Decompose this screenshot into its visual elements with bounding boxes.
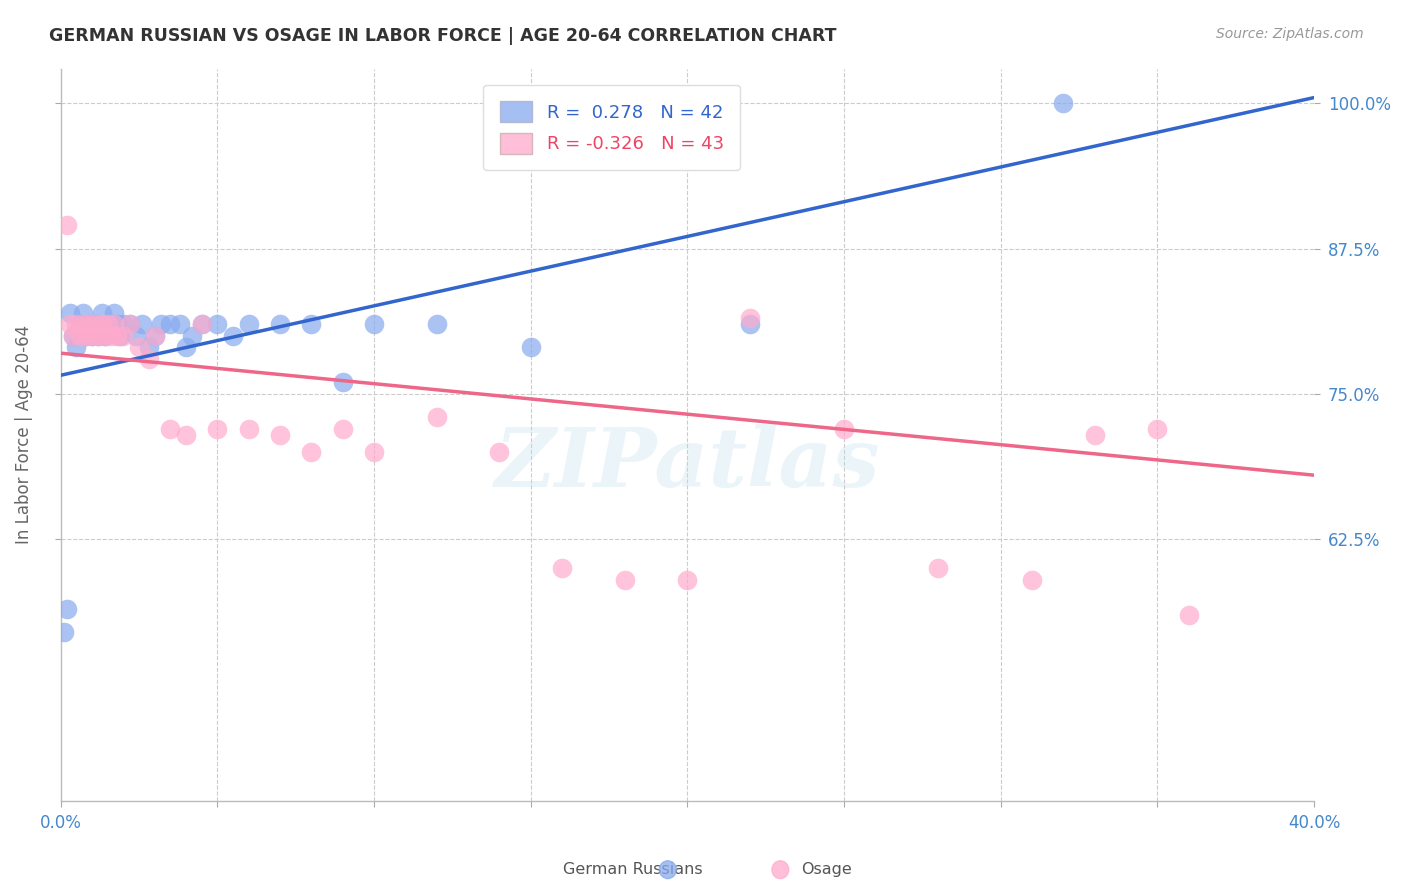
Point — [269, 317, 291, 331]
Point — [82, 328, 104, 343]
Point — [100, 317, 122, 331]
Point — [740, 317, 762, 331]
Point — [488, 445, 510, 459]
Point — [169, 317, 191, 331]
Point — [84, 317, 107, 331]
Point — [332, 422, 354, 436]
Point — [118, 317, 141, 331]
Text: Source: ZipAtlas.com: Source: ZipAtlas.com — [1216, 27, 1364, 41]
Point — [87, 328, 110, 343]
Point — [269, 427, 291, 442]
Point — [426, 317, 449, 331]
Point — [65, 340, 87, 354]
Y-axis label: In Labor Force | Age 20-64: In Labor Force | Age 20-64 — [15, 325, 32, 544]
Point — [138, 351, 160, 366]
Point — [363, 317, 385, 331]
Point — [125, 328, 148, 343]
Point — [301, 445, 323, 459]
Point — [90, 305, 112, 319]
Point — [832, 422, 855, 436]
Point — [59, 317, 82, 331]
Point — [1178, 607, 1201, 622]
Point — [97, 317, 120, 331]
Point — [75, 328, 97, 343]
Point — [56, 602, 79, 616]
Point — [84, 317, 107, 331]
Point — [103, 317, 125, 331]
Point — [740, 311, 762, 326]
Point — [1021, 573, 1043, 587]
Point — [100, 328, 122, 343]
Point — [1052, 96, 1074, 111]
Point — [62, 328, 84, 343]
Point — [105, 328, 128, 343]
Legend: R =  0.278   N = 42, R = -0.326   N = 43: R = 0.278 N = 42, R = -0.326 N = 43 — [484, 85, 740, 169]
Point — [131, 317, 153, 331]
Point — [927, 561, 949, 575]
Point — [520, 340, 543, 354]
Point — [426, 410, 449, 425]
Point — [52, 625, 75, 640]
Point — [174, 340, 197, 354]
Point — [110, 328, 132, 343]
Point — [150, 317, 173, 331]
Point — [103, 305, 125, 319]
Point — [82, 328, 104, 343]
Point — [72, 305, 94, 319]
Point — [87, 328, 110, 343]
Point — [191, 317, 214, 331]
Point — [69, 328, 91, 343]
Point — [56, 219, 79, 233]
Point — [238, 422, 260, 436]
Point — [181, 328, 204, 343]
Point — [69, 317, 91, 331]
Point — [207, 422, 229, 436]
Point — [90, 317, 112, 331]
Point — [238, 317, 260, 331]
Point — [207, 317, 229, 331]
Point — [105, 317, 128, 331]
Point — [301, 317, 323, 331]
Point — [143, 328, 166, 343]
Point — [128, 340, 150, 354]
Point — [159, 317, 181, 331]
Text: German Russians: German Russians — [564, 863, 703, 877]
Point — [551, 561, 574, 575]
Point — [93, 328, 115, 343]
Point — [174, 427, 197, 442]
Point — [93, 328, 115, 343]
Point — [72, 317, 94, 331]
Point — [363, 445, 385, 459]
Point — [97, 317, 120, 331]
Point — [613, 573, 636, 587]
Point — [1146, 422, 1168, 436]
Point — [77, 317, 100, 331]
Point — [65, 317, 87, 331]
Point — [59, 305, 82, 319]
Text: Osage: Osage — [801, 863, 852, 877]
Point — [118, 317, 141, 331]
Text: GERMAN RUSSIAN VS OSAGE IN LABOR FORCE | AGE 20-64 CORRELATION CHART: GERMAN RUSSIAN VS OSAGE IN LABOR FORCE |… — [49, 27, 837, 45]
Point — [75, 328, 97, 343]
Point — [138, 340, 160, 354]
Point — [332, 376, 354, 390]
Point — [676, 573, 699, 587]
Point — [222, 328, 245, 343]
Point — [112, 328, 135, 343]
Point — [112, 317, 135, 331]
Point — [1084, 427, 1107, 442]
Point — [77, 317, 100, 331]
Point — [143, 328, 166, 343]
Text: ZIPatlas: ZIPatlas — [495, 424, 880, 504]
Point — [62, 328, 84, 343]
Point — [159, 422, 181, 436]
Point — [191, 317, 214, 331]
